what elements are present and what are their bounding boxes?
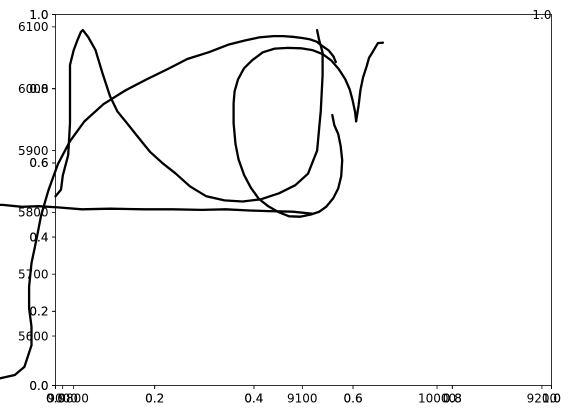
y-tick-label: 0.0 (29, 379, 48, 393)
handwriting-strokes (0, 28, 385, 380)
x-tick-label: 0.0 (46, 392, 65, 406)
x-tick-label: 0.0 (46, 392, 65, 406)
x-tick-label: 9800 (58, 392, 89, 406)
x-tick-label: 0.8 (443, 392, 462, 406)
x-tick-label: 0.4 (244, 392, 263, 406)
y-tick-label: 0.2 (29, 305, 48, 319)
stroke-f-stem (0, 34, 337, 380)
x-tick-label: 1.0 (542, 392, 561, 406)
x-tick-label: 0.4 (244, 392, 263, 406)
y-tick-label: 0.8 (29, 82, 48, 96)
y-tick-label: 6100 (18, 20, 49, 34)
x-tick-label: 0.8 (443, 392, 462, 406)
y-tick-label: 0.8 (29, 82, 48, 96)
x-tick-label: 0.2 (145, 392, 164, 406)
y-tick-label: 1.0 (29, 8, 48, 22)
stroke-o-tail (354, 41, 385, 123)
y-tick-label: 0.6 (29, 156, 48, 170)
plot-frame (55, 14, 552, 386)
y-tick-label: 0.2 (29, 305, 48, 319)
y-tick-label: 0.0 (29, 379, 48, 393)
y-tick-label: 6000 (18, 82, 49, 96)
stroke-o-loop (232, 46, 358, 218)
x-tick-label: 9200 (527, 392, 558, 406)
x-tick-label: 10000 (418, 392, 456, 406)
x-tick-label: 0.2 (145, 392, 164, 406)
y-tick-label: 0.4 (29, 230, 48, 244)
y-tick-label: 1.0 (29, 8, 48, 22)
y-tick-label: 0.6 (29, 156, 48, 170)
x-tick-label: 9000 (47, 392, 78, 406)
y-tick-label: 5600 (18, 329, 49, 343)
y-tick-label: 5900 (18, 144, 49, 158)
x-tick-label: 0.6 (344, 392, 363, 406)
y-tick-label: 0.4 (29, 230, 48, 244)
x-tick-label: 9100 (287, 392, 318, 406)
x-tick-label: 0.6 (344, 392, 363, 406)
y-tick-label: 5700 (18, 268, 49, 282)
tick-layer: 0.0 0.2 0.4 0.6 0.8 1.00.00.20.40.60.81.0 1.09… (18, 8, 561, 406)
x-tick-label: 1.0 (542, 392, 561, 406)
stroke-u-stroke (54, 28, 324, 203)
stroke-f-crossbar (0, 203, 314, 215)
